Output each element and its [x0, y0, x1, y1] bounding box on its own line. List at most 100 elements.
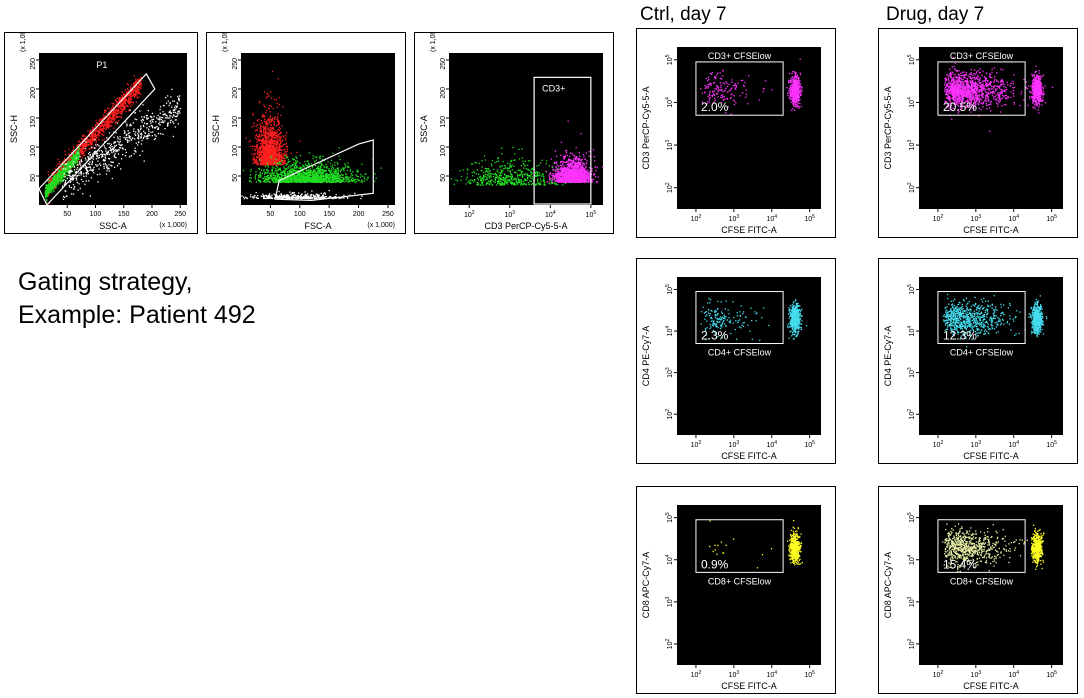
event-dot	[330, 173, 332, 175]
event-dot	[137, 93, 140, 95]
event-dot	[364, 177, 366, 180]
event-dot	[128, 103, 131, 105]
event-dot	[256, 160, 258, 162]
event-dot	[89, 163, 91, 166]
event-dot	[57, 176, 60, 178]
event-dot	[66, 171, 68, 173]
event-dot	[270, 143, 272, 145]
event-dot	[87, 138, 89, 141]
event-dot	[74, 174, 76, 177]
event-dot	[61, 175, 64, 178]
event-dot	[275, 168, 277, 170]
event-dot	[91, 157, 93, 159]
gate-p1	[38, 72, 156, 207]
event-dot	[67, 174, 70, 176]
event-dot	[286, 131, 288, 134]
event-dot	[136, 87, 138, 90]
event-dot	[338, 180, 340, 182]
event-dot	[268, 174, 270, 177]
event-dot	[107, 119, 109, 121]
event-dot	[257, 140, 260, 142]
event-dot	[118, 105, 120, 108]
event-dot	[91, 138, 93, 140]
event-dot	[120, 158, 123, 160]
event-dot	[72, 159, 74, 161]
event-dot	[127, 94, 129, 96]
x-multiplier: (x 1,000)	[159, 222, 187, 229]
event-dot	[311, 166, 314, 168]
event-dot	[117, 105, 119, 108]
event-dot	[259, 147, 262, 149]
event-dot	[123, 102, 125, 105]
event-dot	[166, 117, 168, 119]
event-dot	[88, 166, 90, 168]
event-dot	[98, 129, 100, 132]
event-dot	[165, 114, 167, 117]
event-dot	[259, 143, 262, 145]
event-dot	[134, 133, 136, 135]
event-dot	[134, 96, 136, 98]
event-dot	[271, 166, 274, 168]
event-dot	[113, 108, 115, 111]
event-dot	[72, 155, 75, 157]
event-dot	[330, 168, 333, 170]
event-dot	[275, 125, 278, 127]
event-dot	[271, 158, 273, 161]
event-dot	[276, 162, 278, 165]
event-dot	[275, 129, 277, 132]
event-dot	[75, 161, 77, 164]
event-dot	[318, 162, 320, 165]
event-dot	[286, 148, 289, 150]
event-dot	[64, 196, 66, 199]
event-dot	[175, 115, 178, 118]
event-dot	[59, 177, 61, 179]
event-dot	[113, 109, 115, 111]
event-dot	[48, 183, 50, 185]
event-dot	[253, 122, 255, 124]
event-dot	[279, 139, 281, 141]
event-dot	[278, 157, 281, 159]
event-dot	[51, 188, 53, 190]
event-dot	[277, 158, 279, 160]
event-dot	[118, 162, 120, 165]
event-dot	[54, 173, 56, 176]
event-dot	[146, 118, 148, 120]
event-dot	[76, 151, 78, 154]
event-dot	[152, 131, 154, 133]
event-dot	[48, 184, 50, 187]
event-dot	[55, 178, 57, 181]
event-dot	[61, 168, 63, 171]
event-dot	[143, 135, 146, 137]
event-dot	[160, 118, 162, 121]
event-dot	[272, 142, 274, 145]
event-dot	[284, 149, 286, 151]
event-dot	[104, 147, 106, 149]
event-dot	[108, 120, 110, 122]
event-dot	[132, 101, 135, 104]
event-dot	[265, 149, 268, 151]
event-dot	[48, 187, 50, 189]
event-dot	[263, 147, 265, 149]
event-dot	[88, 140, 90, 142]
event-dot	[307, 177, 310, 180]
event-dot	[86, 166, 88, 169]
event-dot	[129, 88, 132, 91]
event-dot	[76, 168, 78, 171]
event-dot	[280, 158, 282, 160]
event-dot	[117, 149, 120, 151]
event-dot	[85, 172, 87, 174]
event-dot	[260, 126, 262, 128]
event-dot	[277, 180, 279, 182]
event-dot	[257, 163, 259, 166]
event-dot	[314, 160, 316, 162]
event-dot	[302, 176, 304, 178]
event-dot	[71, 155, 73, 157]
event-dot	[245, 137, 247, 140]
event-dot	[254, 149, 257, 152]
event-dot	[275, 164, 277, 166]
event-dot	[91, 135, 94, 138]
event-dot	[64, 163, 66, 165]
event-dot	[96, 126, 98, 129]
event-dot	[277, 173, 279, 175]
event-dot	[128, 99, 130, 101]
